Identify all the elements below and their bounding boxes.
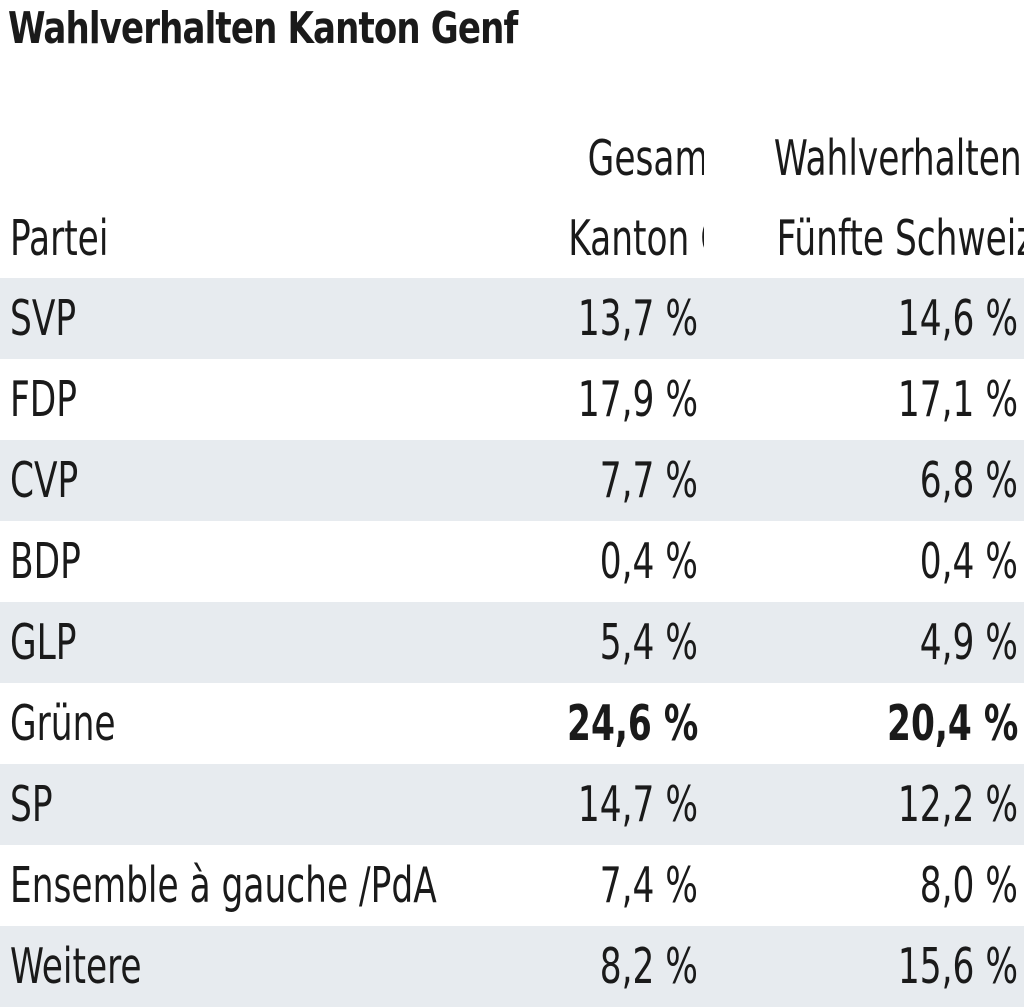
cell-fuenfte: 15,6 %: [897, 938, 1018, 995]
cell-party: CVP: [10, 452, 79, 509]
header-row-2: Partei Kanton Genf Fünfte Schweiz: [0, 198, 1024, 278]
cell-genf: 7,7 %: [599, 452, 698, 509]
cell-party: FDP: [10, 371, 78, 428]
cell-fuenfte: 20,4 %: [886, 695, 1018, 752]
header-party-top: [0, 118, 508, 198]
cell-fuenfte: 4,9 %: [919, 614, 1018, 671]
cell-genf: 17,9 %: [577, 371, 698, 428]
cell-fuenfte: 0,4 %: [919, 533, 1018, 590]
results-table: Gesamtergebnis Wahlverhalten Partei Kant…: [0, 118, 1024, 1007]
cell-party: Grüne: [10, 695, 116, 752]
header-fuenfte: Fünfte Schweiz: [776, 209, 1024, 267]
cell-party: BDP: [10, 533, 81, 590]
table-row: SP 14,7 % 12,2 %: [0, 764, 1024, 845]
cell-genf: 7,4 %: [599, 857, 698, 914]
cell-fuenfte: 8,0 %: [919, 857, 1018, 914]
cell-party: SVP: [10, 290, 77, 347]
table-row: Weitere 8,2 % 15,6 %: [0, 926, 1024, 1007]
table-row: Ensemble à gauche /PdA 7,4 % 8,0 %: [0, 845, 1024, 926]
table-row: SVP 13,7 % 14,6 %: [0, 278, 1024, 359]
header-party: Partei: [10, 209, 109, 267]
chart-title: Wahlverhalten Kanton Genf: [8, 3, 518, 54]
header-genf: Kanton Genf: [568, 209, 704, 267]
cell-genf: 13,7 %: [577, 290, 698, 347]
table-row: FDP 17,9 % 17,1 %: [0, 359, 1024, 440]
cell-party: Weitere: [10, 938, 142, 995]
cell-fuenfte: 12,2 %: [897, 776, 1018, 833]
table-row: Grüne 24,6 % 20,4 %: [0, 683, 1024, 764]
header-genf-top: Gesamtergebnis: [587, 129, 704, 187]
table-body: SVP 13,7 % 14,6 % FDP 17,9 % 17,1 % CVP 7,7 % 6,…: [0, 278, 1024, 1007]
cell-fuenfte: 6,8 %: [919, 452, 1018, 509]
cell-party: Ensemble à gauche /PdA: [10, 857, 437, 914]
table-row: CVP 7,7 % 6,8 %: [0, 440, 1024, 521]
table-row: GLP 5,4 % 4,9 %: [0, 602, 1024, 683]
cell-party: GLP: [10, 614, 77, 671]
header-fuenfte-top: Wahlverhalten: [773, 129, 1022, 187]
cell-fuenfte: 17,1 %: [897, 371, 1018, 428]
header-row-1: Gesamtergebnis Wahlverhalten: [0, 118, 1024, 198]
cell-genf: 5,4 %: [599, 614, 698, 671]
cell-genf: 8,2 %: [599, 938, 698, 995]
cell-fuenfte: 14,6 %: [897, 290, 1018, 347]
cell-party: SP: [10, 776, 53, 833]
table-row: BDP 0,4 % 0,4 %: [0, 521, 1024, 602]
cell-genf: 24,6 %: [566, 695, 698, 752]
cell-genf: 14,7 %: [577, 776, 698, 833]
cell-genf: 0,4 %: [599, 533, 698, 590]
